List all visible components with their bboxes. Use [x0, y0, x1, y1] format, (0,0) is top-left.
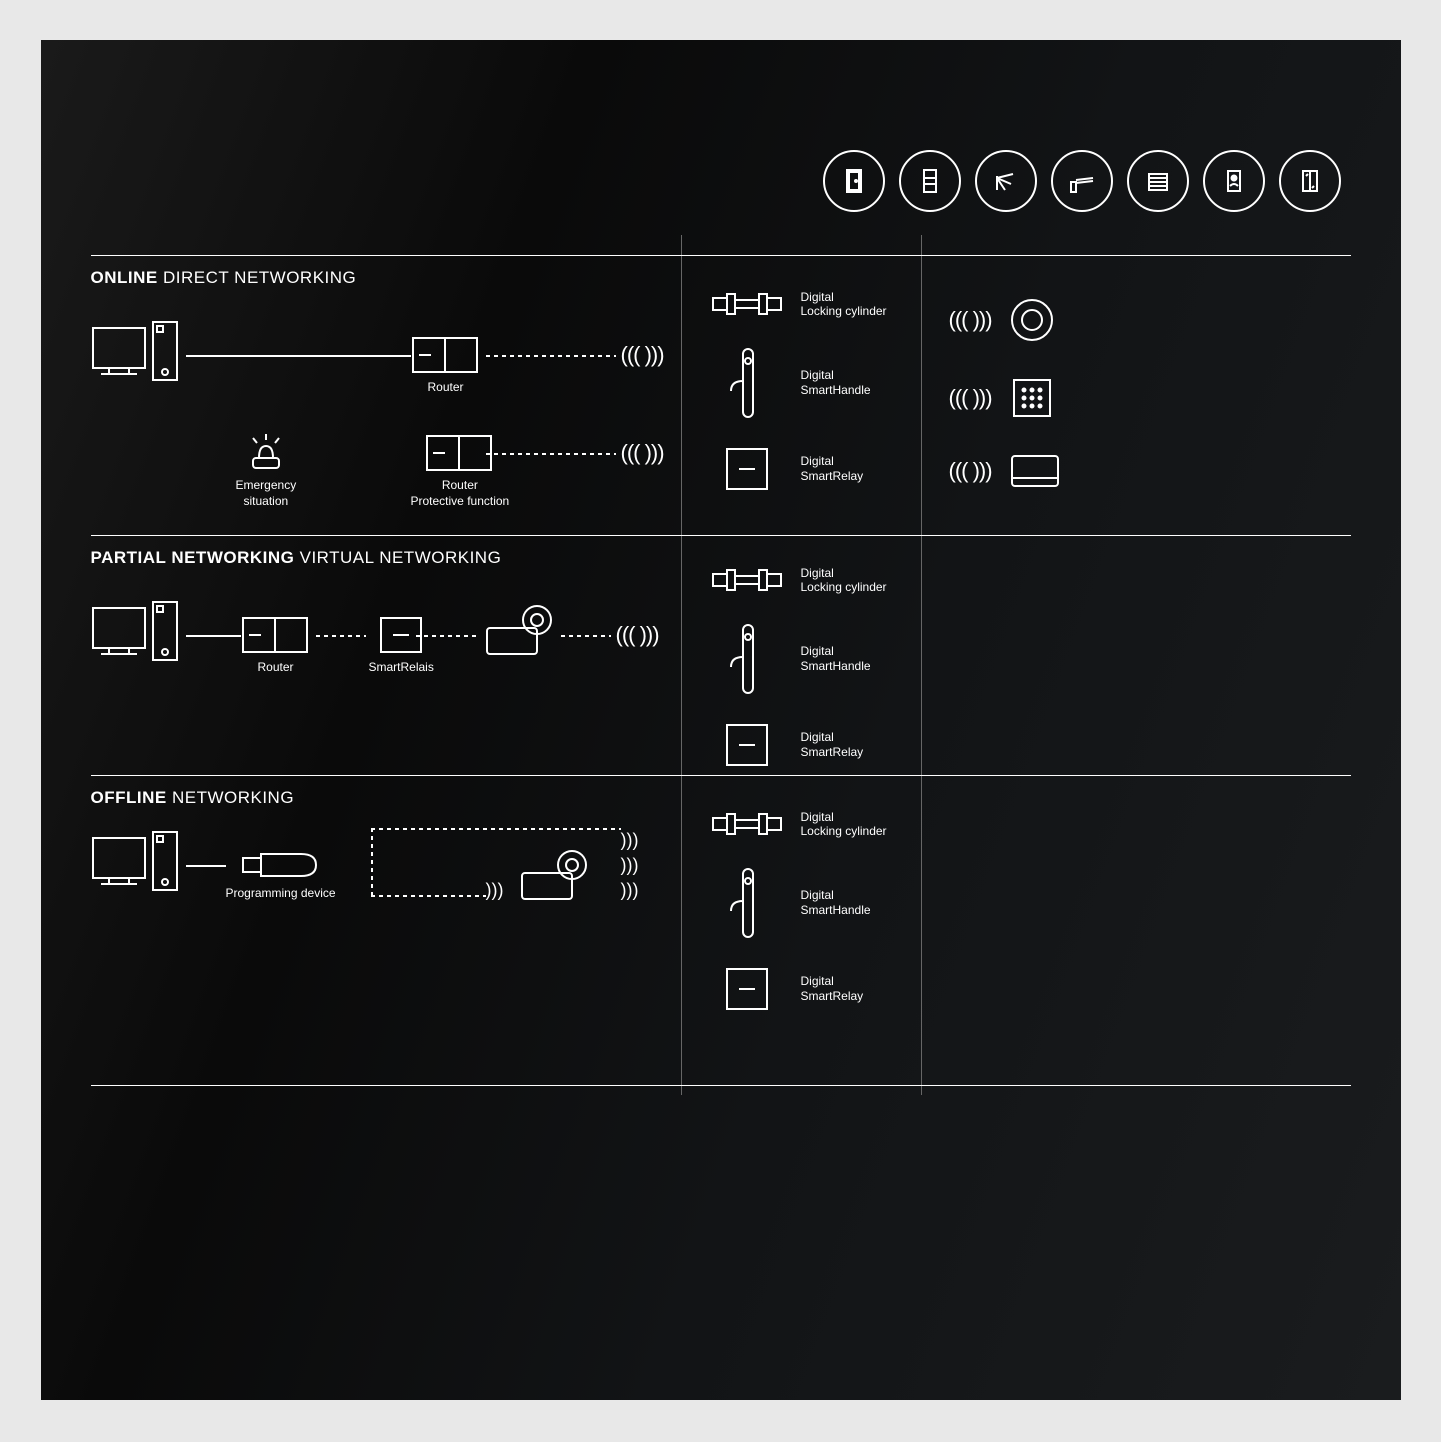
- section-offline: OFFLINE NETWORKING: [91, 788, 295, 808]
- section-online: ONLINE DIRECT NETWORKING: [91, 268, 357, 288]
- devices-partial: Digital Locking cylinder Digital SmartHa…: [711, 566, 887, 767]
- handle-icon-2: [727, 623, 767, 695]
- dotted-p2: [416, 635, 476, 637]
- title-light: DIRECT NETWORKING: [163, 268, 356, 287]
- title-light: VIRTUAL NETWORKING: [300, 548, 502, 567]
- title-bold: PARTIAL NETWORKING: [91, 548, 295, 567]
- emergency-label: Emergency situation: [236, 478, 297, 509]
- wireless-or1: ))): [621, 830, 639, 851]
- relay-icon-2: [725, 723, 769, 767]
- dotted-o-top: [371, 828, 621, 830]
- cylinder-icon-2: [711, 566, 783, 594]
- line-1: [186, 355, 411, 357]
- partial-title: PARTIAL NETWORKING VIRTUAL NETWORKING: [91, 548, 502, 568]
- dotted-p1: [316, 635, 366, 637]
- right-online: ((( ))) ((( ))) ((( ))): [949, 298, 1060, 488]
- smartrelais-partial: SmartRelais: [369, 616, 434, 676]
- smartrelais-label: SmartRelais: [369, 660, 434, 676]
- divider-2: [91, 535, 1351, 536]
- garage-icon: [1127, 150, 1189, 212]
- programming-label: Programming device: [226, 886, 336, 902]
- top-icon-row: [823, 150, 1341, 212]
- reader-offline: [516, 845, 596, 910]
- emergency-icon: Emergency situation: [236, 430, 297, 509]
- online-title: ONLINE DIRECT NETWORKING: [91, 268, 357, 288]
- wireless-or2: ))): [621, 855, 639, 876]
- handle-label-3: Digital SmartHandle: [801, 888, 871, 917]
- computer-offline: [91, 830, 181, 905]
- relay-icon: [725, 447, 769, 491]
- handle-label-2: Digital SmartHandle: [801, 644, 871, 673]
- relay-label: Digital SmartRelay: [801, 454, 864, 483]
- title-light: NETWORKING: [172, 788, 294, 807]
- dotted-1: [486, 355, 616, 357]
- router-protective: Router Protective function: [411, 434, 510, 509]
- reader-partial: [481, 600, 561, 665]
- wireless-r2: ((( ))): [949, 385, 992, 411]
- dotted-2: [486, 453, 616, 455]
- line-p1: [186, 635, 241, 637]
- handle-icon-3: [727, 867, 767, 939]
- handle-label: Digital SmartHandle: [801, 368, 871, 397]
- wireless-or3: ))): [621, 880, 639, 901]
- title-bold: ONLINE: [91, 268, 158, 287]
- router-label: Router: [427, 380, 463, 396]
- computer-icon-online: [91, 320, 181, 395]
- wireless-p: ((( ))): [616, 622, 659, 648]
- computer-partial: [91, 600, 181, 675]
- wireless-r1: ((( ))): [949, 307, 992, 333]
- door-icon: [823, 150, 885, 212]
- router-protective-label: Router Protective function: [411, 478, 510, 509]
- relay-label-2: Digital SmartRelay: [801, 730, 864, 759]
- divider-1: [91, 255, 1351, 256]
- cylinder-label: Digital Locking cylinder: [801, 290, 887, 319]
- relay-icon-3: [725, 967, 769, 1011]
- title-bold: OFFLINE: [91, 788, 167, 807]
- router-partial: Router: [241, 616, 311, 676]
- elevator-icon: [1279, 150, 1341, 212]
- cylinder-icon: [711, 290, 783, 318]
- dotted-o-bot: [371, 895, 486, 897]
- programming-device: Programming device: [226, 850, 336, 902]
- handle-icon: [727, 347, 767, 419]
- cylinder-label-2: Digital Locking cylinder: [801, 566, 887, 595]
- wireless-r3: ((( ))): [949, 458, 992, 484]
- door2-icon: [899, 150, 961, 212]
- card-icon: [1010, 454, 1060, 488]
- transponder-icon: [1010, 298, 1054, 342]
- vline-1: [681, 235, 682, 1095]
- line-o1: [186, 865, 226, 867]
- pinpad-icon: [1010, 376, 1054, 420]
- turnstile-icon: [975, 150, 1037, 212]
- router-online: Router: [411, 336, 481, 396]
- dotted-o-v: [371, 828, 373, 896]
- router-label-p: Router: [257, 660, 293, 676]
- wireless-ol: ))): [486, 880, 504, 901]
- id-badge-icon: [1203, 150, 1265, 212]
- dotted-p3: [561, 635, 611, 637]
- diagram-page: ONLINE DIRECT NETWORKING Router ((( ))) …: [41, 40, 1401, 1400]
- barrier-icon: [1051, 150, 1113, 212]
- devices-offline: Digital Locking cylinder Digital SmartHa…: [711, 810, 887, 1011]
- devices-online: Digital Locking cylinder Digital SmartHa…: [711, 290, 887, 491]
- cylinder-label-3: Digital Locking cylinder: [801, 810, 887, 839]
- wireless-2: ((( ))): [621, 440, 664, 466]
- cylinder-icon-3: [711, 810, 783, 838]
- section-partial: PARTIAL NETWORKING VIRTUAL NETWORKING: [91, 548, 502, 568]
- divider-4: [91, 1085, 1351, 1086]
- offline-title: OFFLINE NETWORKING: [91, 788, 295, 808]
- wireless-1: ((( ))): [621, 342, 664, 368]
- divider-3: [91, 775, 1351, 776]
- relay-label-3: Digital SmartRelay: [801, 974, 864, 1003]
- vline-2: [921, 235, 922, 1095]
